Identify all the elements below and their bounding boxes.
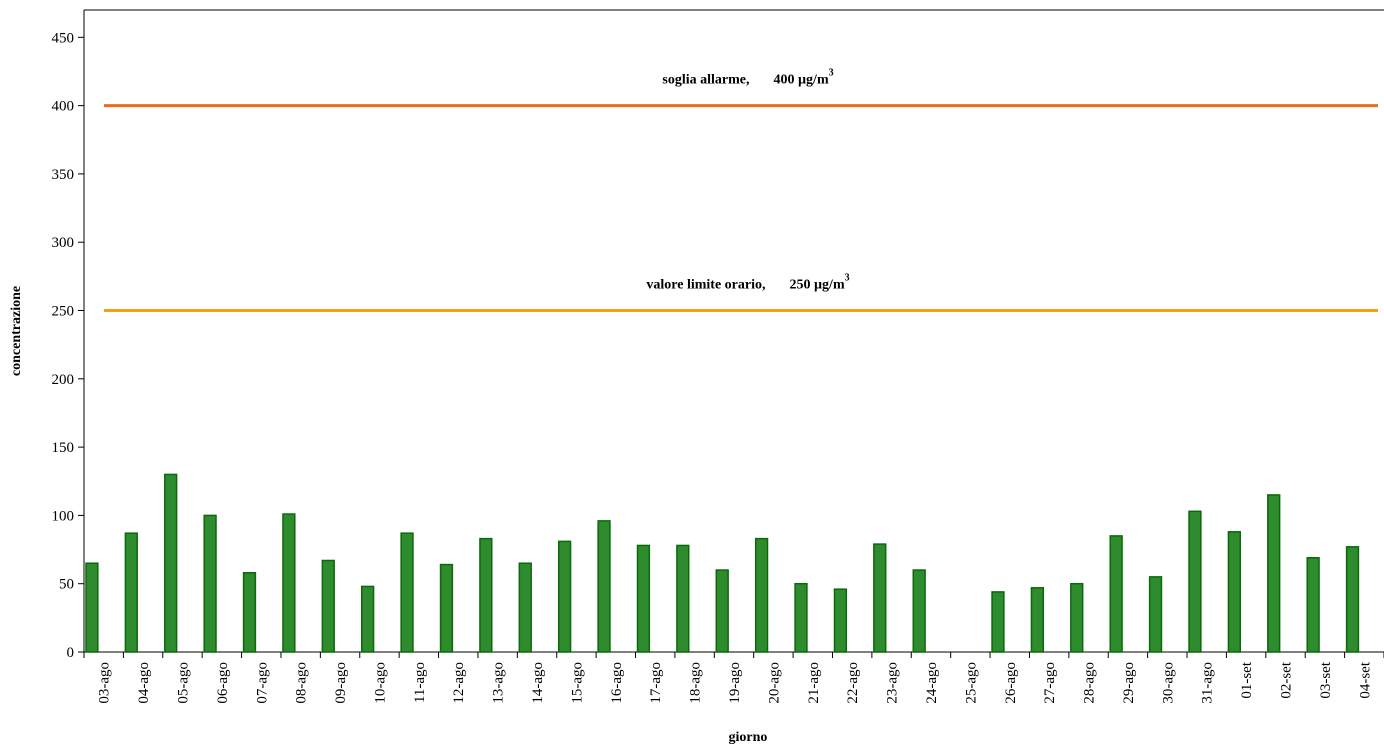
bar-11-ago [400,532,414,653]
x-tick-label: 02-set [1279,661,1295,698]
x-tick-label: 04-ago [136,662,152,704]
y-axis-ticks: 0 50 100 150 200 250 300 350 400 450 [52,30,84,661]
x-tick-label: 12-ago [451,662,467,704]
bar-15-ago [557,540,572,653]
bar-04-ago [124,532,138,653]
x-tick-label: 23-ago [885,662,901,704]
x-tick-label: 03-set [1318,661,1334,698]
y-tick-label: 150 [52,440,75,456]
x-tick-label: 21-ago [806,662,822,704]
bar-23-ago [873,543,887,653]
y-tick-label: 100 [52,508,75,524]
bar-08-ago [282,513,296,653]
bar-28-ago [1070,582,1084,653]
x-axis-ticks: 03-ago 04-ago 05-ago 06-ago 07-ago 08-ago 09-a… [83,652,1384,704]
x-tick-label: 15-ago [569,662,585,704]
x-tick-label: 14-ago [530,662,546,704]
bars [85,473,1360,653]
x-tick-label: 10-ago [372,662,388,704]
y-tick-label: 0 [67,645,75,661]
y-tick-label: 450 [52,30,75,46]
reference-line-unit-exponent: 3 [845,273,850,284]
x-tick-label: 22-ago [845,662,861,704]
x-tick-label: 09-ago [333,662,349,704]
bar-24-ago [912,569,926,653]
y-tick-label: 350 [52,167,75,183]
y-axis-title: concentrazione [9,286,24,376]
x-tick-label: 27-ago [1042,662,1058,704]
x-tick-label: 20-ago [766,662,782,704]
bar-02-set [1267,494,1281,653]
x-tick-label: 08-ago [294,662,310,704]
bar-01-set [1227,531,1241,653]
x-tick-label: 30-ago [1160,662,1176,704]
reference-line-label: soglia allarme, 400 µg/m3 [662,68,833,88]
bar-27-ago [1030,587,1045,653]
x-tick-label: 29-ago [1121,662,1137,704]
bar-03-set [1306,556,1320,653]
bar-16-ago [597,520,611,653]
bar-05-ago [164,473,178,653]
x-tick-label: 05-ago [175,662,191,704]
x-tick-label: 04-set [1357,661,1373,698]
bar-04-set [1345,546,1360,653]
y-tick-label: 300 [52,235,75,251]
reference-line-value: 250 µg/m [789,278,844,293]
bar-10-ago [361,585,375,653]
x-tick-label: 19-ago [727,662,743,704]
bar-21-ago [794,582,808,653]
x-tick-label: 18-ago [688,662,704,704]
x-tick-label: 07-ago [254,662,270,704]
x-tick-label: 17-ago [648,662,664,704]
y-tick-label: 50 [59,577,74,593]
plot-frame [83,9,1384,653]
bar-09-ago [321,559,335,653]
y-tick-label: 200 [52,372,75,388]
bar-22-ago [833,588,848,653]
bar-07-ago [242,572,257,653]
reference-line-name: soglia allarme, [662,73,749,88]
bar-06-ago [203,514,217,653]
x-tick-label: 13-ago [491,662,507,704]
reference-line-name: valore limite orario, [646,278,765,293]
bar-17-ago [636,544,651,653]
x-tick-label: 06-ago [215,662,231,704]
reference-line-label: valore limite orario, 250 µg/m3 [646,273,849,293]
x-tick-label: 16-ago [609,662,625,704]
x-tick-label: 25-ago [963,662,979,704]
x-axis-title: giorno [729,730,768,745]
x-tick-label: 24-ago [924,662,940,704]
bar-19-ago [715,569,729,653]
bar-18-ago [676,544,690,653]
reference-line-unit-exponent: 3 [829,68,834,79]
x-tick-label: 11-ago [412,662,428,703]
bar-30-ago [1148,576,1163,653]
x-tick-label: 01-set [1239,661,1255,698]
x-tick-label: 28-ago [1082,662,1098,704]
x-tick-label: 03-ago [97,662,113,704]
reference-line-value: 400 µg/m [773,73,828,88]
x-tick-label: 31-ago [1200,662,1216,704]
y-tick-label: 250 [52,304,75,320]
bar-03-ago [85,562,99,653]
y-tick-label: 400 [52,99,75,115]
x-tick-label: 26-ago [1003,662,1019,704]
bar-14-ago [518,562,532,653]
bar-20-ago [754,537,769,653]
bar-31-ago [1188,510,1202,653]
bar-29-ago [1109,535,1123,653]
bar-12-ago [439,563,454,653]
bar-13-ago [479,537,493,653]
bar-26-ago [991,591,1005,653]
